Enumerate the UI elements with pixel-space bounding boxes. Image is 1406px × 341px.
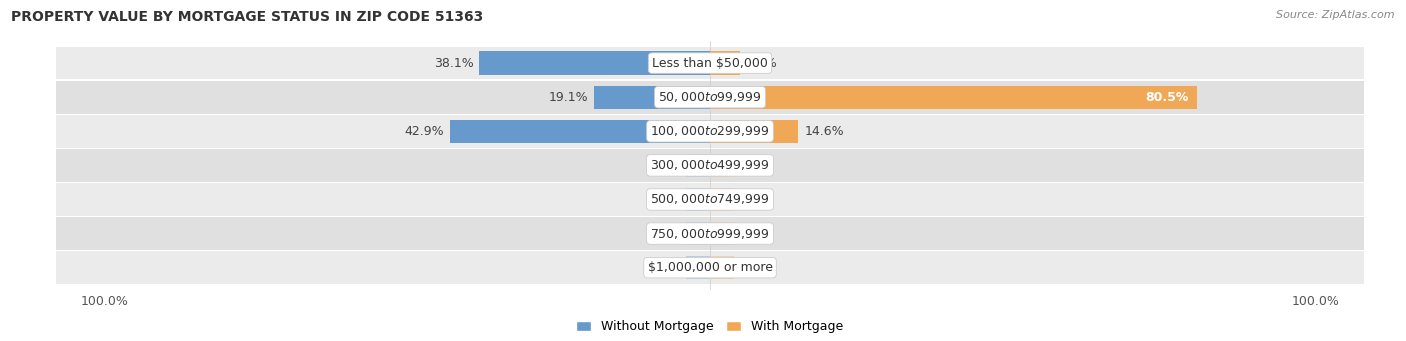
Bar [710, 120, 799, 143]
Text: $300,000 to $499,999: $300,000 to $499,999 [651, 158, 769, 173]
Bar [56, 149, 1364, 182]
Text: Less than $50,000: Less than $50,000 [652, 57, 768, 70]
Text: 0.0%: 0.0% [741, 193, 772, 206]
Text: $750,000 to $999,999: $750,000 to $999,999 [651, 226, 769, 241]
Bar [710, 86, 1198, 109]
Bar [479, 51, 710, 75]
Text: $500,000 to $749,999: $500,000 to $749,999 [651, 192, 769, 207]
Bar [56, 81, 1364, 114]
Bar [56, 115, 1364, 148]
Bar [710, 154, 734, 177]
Text: 4.9%: 4.9% [745, 57, 778, 70]
Bar [56, 47, 1364, 79]
Text: 0.0%: 0.0% [741, 227, 772, 240]
Bar [686, 256, 710, 279]
Text: 0.0%: 0.0% [648, 159, 679, 172]
Text: 38.1%: 38.1% [433, 57, 474, 70]
Bar [595, 86, 710, 109]
Text: 80.5%: 80.5% [1144, 91, 1188, 104]
Text: 19.1%: 19.1% [548, 91, 588, 104]
Text: 14.6%: 14.6% [804, 125, 844, 138]
Text: 0.0%: 0.0% [741, 261, 772, 274]
Bar [56, 217, 1364, 250]
Text: Source: ZipAtlas.com: Source: ZipAtlas.com [1277, 10, 1395, 20]
Text: $1,000,000 or more: $1,000,000 or more [648, 261, 772, 274]
Bar [710, 256, 734, 279]
Legend: Without Mortgage, With Mortgage: Without Mortgage, With Mortgage [571, 315, 849, 338]
Text: 0.0%: 0.0% [648, 261, 679, 274]
Text: 42.9%: 42.9% [405, 125, 444, 138]
Bar [710, 51, 740, 75]
Bar [686, 188, 710, 211]
Text: PROPERTY VALUE BY MORTGAGE STATUS IN ZIP CODE 51363: PROPERTY VALUE BY MORTGAGE STATUS IN ZIP… [11, 10, 484, 24]
Text: $50,000 to $99,999: $50,000 to $99,999 [658, 90, 762, 104]
Bar [450, 120, 710, 143]
Bar [56, 183, 1364, 216]
Bar [710, 188, 734, 211]
Text: 0.0%: 0.0% [741, 159, 772, 172]
Bar [686, 154, 710, 177]
Bar [56, 251, 1364, 284]
Text: $100,000 to $299,999: $100,000 to $299,999 [651, 124, 769, 138]
Text: 0.0%: 0.0% [648, 193, 679, 206]
Bar [686, 222, 710, 245]
Bar [710, 222, 734, 245]
Text: 0.0%: 0.0% [648, 227, 679, 240]
